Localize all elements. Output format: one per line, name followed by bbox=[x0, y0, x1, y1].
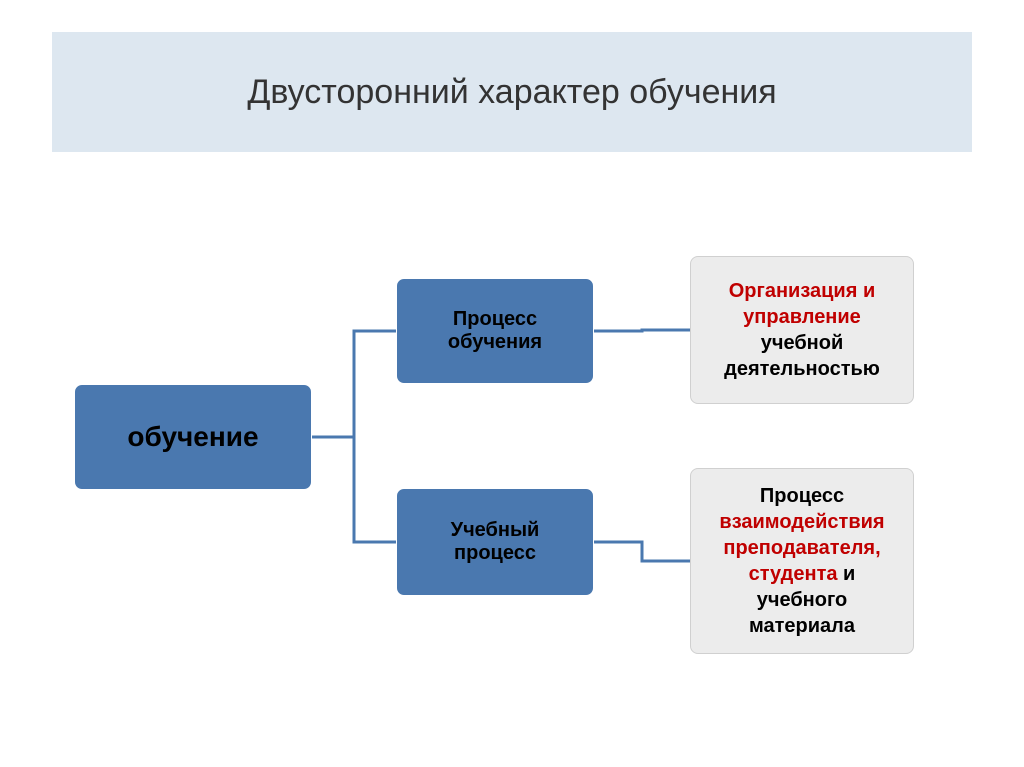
node-root-label: обучение bbox=[127, 421, 258, 453]
node-leaf2: Процесс взаимодействия преподавателя, ст… bbox=[690, 468, 914, 654]
node-root: обучение bbox=[74, 384, 312, 490]
title-bar: Двусторонний характер обучения bbox=[52, 32, 972, 152]
node-leaf1-label: Организация и управление учебной деятель… bbox=[701, 278, 903, 382]
node-mid2: Учебный процесс bbox=[396, 488, 594, 596]
node-mid1-label: Процесс обучения bbox=[407, 308, 583, 354]
node-leaf1: Организация и управление учебной деятель… bbox=[690, 256, 914, 404]
node-mid2-label: Учебный процесс bbox=[407, 519, 583, 565]
page-title: Двусторонний характер обучения bbox=[247, 73, 776, 112]
node-mid1: Процесс обучения bbox=[396, 278, 594, 384]
node-leaf2-label: Процесс взаимодействия преподавателя, ст… bbox=[701, 483, 903, 639]
